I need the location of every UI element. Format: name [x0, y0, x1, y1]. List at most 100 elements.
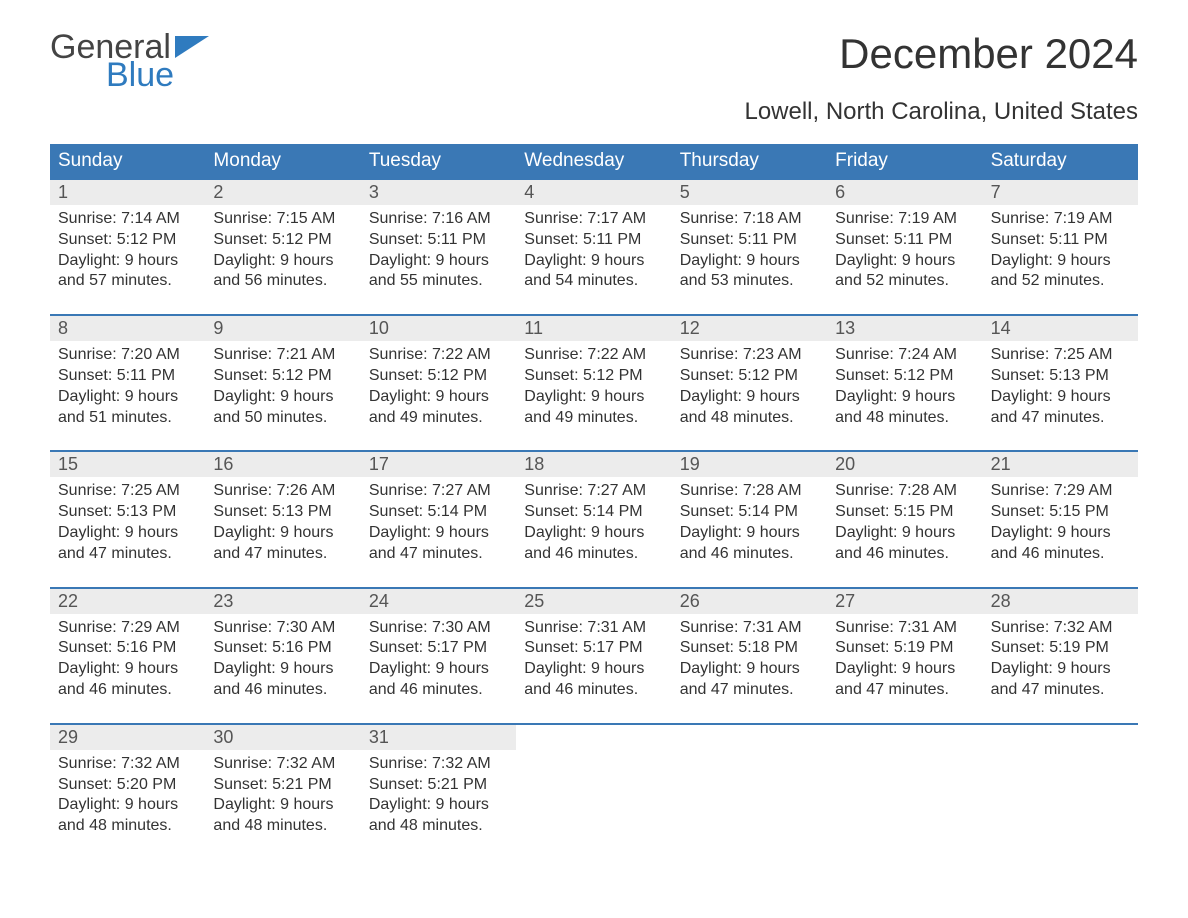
day-body: Sunrise: 7:16 AMSunset: 5:11 PMDaylight:…	[361, 209, 516, 292]
daylight-line1: Daylight: 9 hours	[680, 251, 819, 272]
day-number: 11	[516, 316, 671, 341]
sunset-line: Sunset: 5:11 PM	[369, 230, 508, 251]
daylight-line1: Daylight: 9 hours	[58, 795, 197, 816]
sunrise-line: Sunrise: 7:32 AM	[991, 618, 1130, 639]
daylight-line1: Daylight: 9 hours	[835, 387, 974, 408]
day-body: Sunrise: 7:18 AMSunset: 5:11 PMDaylight:…	[672, 209, 827, 292]
daylight-line1: Daylight: 9 hours	[213, 523, 352, 544]
calendar-cell: 31Sunrise: 7:32 AMSunset: 5:21 PMDayligh…	[361, 725, 516, 845]
daylight-line2: and 49 minutes.	[369, 408, 508, 429]
day-number: 4	[516, 180, 671, 205]
sunrise-line: Sunrise: 7:25 AM	[991, 345, 1130, 366]
sunset-line: Sunset: 5:12 PM	[524, 366, 663, 387]
day-number: 5	[672, 180, 827, 205]
calendar-cell: 26Sunrise: 7:31 AMSunset: 5:18 PMDayligh…	[672, 589, 827, 709]
daylight-line1: Daylight: 9 hours	[835, 523, 974, 544]
day-body: Sunrise: 7:30 AMSunset: 5:17 PMDaylight:…	[361, 618, 516, 701]
header-row: General Blue December 2024	[50, 30, 1138, 92]
sunset-line: Sunset: 5:13 PM	[991, 366, 1130, 387]
day-number: 20	[827, 452, 982, 477]
daylight-line1: Daylight: 9 hours	[524, 523, 663, 544]
day-number: 18	[516, 452, 671, 477]
day-number: 14	[983, 316, 1138, 341]
daylight-line2: and 55 minutes.	[369, 271, 508, 292]
day-body: Sunrise: 7:28 AMSunset: 5:14 PMDaylight:…	[672, 481, 827, 564]
sunset-line: Sunset: 5:12 PM	[680, 366, 819, 387]
daylight-line2: and 52 minutes.	[991, 271, 1130, 292]
daylight-line1: Daylight: 9 hours	[991, 659, 1130, 680]
sunset-line: Sunset: 5:14 PM	[369, 502, 508, 523]
calendar-cell: 9Sunrise: 7:21 AMSunset: 5:12 PMDaylight…	[205, 316, 360, 436]
daylight-line2: and 46 minutes.	[213, 680, 352, 701]
calendar-cell: 27Sunrise: 7:31 AMSunset: 5:19 PMDayligh…	[827, 589, 982, 709]
daylight-line2: and 56 minutes.	[213, 271, 352, 292]
page-title: December 2024	[839, 30, 1138, 78]
daylight-line2: and 48 minutes.	[680, 408, 819, 429]
sunset-line: Sunset: 5:13 PM	[58, 502, 197, 523]
day-body: Sunrise: 7:25 AMSunset: 5:13 PMDaylight:…	[983, 345, 1138, 428]
sunrise-line: Sunrise: 7:32 AM	[369, 754, 508, 775]
sunset-line: Sunset: 5:11 PM	[991, 230, 1130, 251]
calendar-header-row: Sunday Monday Tuesday Wednesday Thursday…	[50, 144, 1138, 178]
daylight-line2: and 46 minutes.	[835, 544, 974, 565]
day-body: Sunrise: 7:22 AMSunset: 5:12 PMDaylight:…	[516, 345, 671, 428]
sunset-line: Sunset: 5:21 PM	[369, 775, 508, 796]
day-number: 2	[205, 180, 360, 205]
sunrise-line: Sunrise: 7:27 AM	[369, 481, 508, 502]
day-number: 16	[205, 452, 360, 477]
day-body: Sunrise: 7:31 AMSunset: 5:17 PMDaylight:…	[516, 618, 671, 701]
sunrise-line: Sunrise: 7:17 AM	[524, 209, 663, 230]
daylight-line2: and 57 minutes.	[58, 271, 197, 292]
daylight-line1: Daylight: 9 hours	[680, 387, 819, 408]
calendar-cell: 2Sunrise: 7:15 AMSunset: 5:12 PMDaylight…	[205, 180, 360, 300]
sunrise-line: Sunrise: 7:32 AM	[213, 754, 352, 775]
daylight-line2: and 46 minutes.	[680, 544, 819, 565]
day-body: Sunrise: 7:14 AMSunset: 5:12 PMDaylight:…	[50, 209, 205, 292]
calendar-cell: 3Sunrise: 7:16 AMSunset: 5:11 PMDaylight…	[361, 180, 516, 300]
calendar: Sunday Monday Tuesday Wednesday Thursday…	[50, 144, 1138, 845]
daylight-line1: Daylight: 9 hours	[680, 659, 819, 680]
daylight-line2: and 54 minutes.	[524, 271, 663, 292]
day-number: 15	[50, 452, 205, 477]
day-body: Sunrise: 7:21 AMSunset: 5:12 PMDaylight:…	[205, 345, 360, 428]
day-body: Sunrise: 7:23 AMSunset: 5:12 PMDaylight:…	[672, 345, 827, 428]
day-number: 28	[983, 589, 1138, 614]
daylight-line1: Daylight: 9 hours	[213, 659, 352, 680]
day-number: 19	[672, 452, 827, 477]
sunrise-line: Sunrise: 7:30 AM	[369, 618, 508, 639]
daylight-line1: Daylight: 9 hours	[524, 387, 663, 408]
day-body: Sunrise: 7:31 AMSunset: 5:19 PMDaylight:…	[827, 618, 982, 701]
calendar-cell	[983, 725, 1138, 845]
sunset-line: Sunset: 5:19 PM	[991, 638, 1130, 659]
sunrise-line: Sunrise: 7:16 AM	[369, 209, 508, 230]
sunset-line: Sunset: 5:11 PM	[524, 230, 663, 251]
sunrise-line: Sunrise: 7:20 AM	[58, 345, 197, 366]
daylight-line2: and 47 minutes.	[213, 544, 352, 565]
calendar-week: 22 Sunrise: 7:29 AMSunset: 5:16 PM Dayligh…	[50, 587, 1138, 709]
daylight-line2: and 47 minutes.	[369, 544, 508, 565]
sunset-line: Sunset: 5:17 PM	[524, 638, 663, 659]
sunset-line: Sunset: 5:16 PM	[58, 638, 197, 659]
sunset-line: Sunset: 5:21 PM	[213, 775, 352, 796]
sunrise-line: Sunrise: 7:31 AM	[835, 618, 974, 639]
daylight-line1: Daylight: 9 hours	[524, 251, 663, 272]
calendar-cell: 19 Sunrise: 7:28 AMSunset: 5:14 PMDayligh…	[672, 452, 827, 572]
daylight-line1: Daylight: 9 hours	[58, 523, 197, 544]
calendar-cell: 12Sunrise: 7:23 AMSunset: 5:12 PMDayligh…	[672, 316, 827, 436]
logo-text-blue: Blue	[106, 58, 209, 92]
day-header-thursday: Thursday	[672, 144, 827, 178]
daylight-line1: Daylight: 9 hours	[369, 251, 508, 272]
daylight-line2: and 47 minutes.	[835, 680, 974, 701]
sunset-line: Sunset: 5:12 PM	[213, 230, 352, 251]
day-number: 30	[205, 725, 360, 750]
sunrise-line: Sunrise: 7:29 AM	[58, 618, 197, 639]
day-number: 21	[983, 452, 1138, 477]
sunset-line: Sunset: 5:14 PM	[680, 502, 819, 523]
daylight-line1: Daylight: 9 hours	[58, 251, 197, 272]
daylight-line2: and 51 minutes.	[58, 408, 197, 429]
daylight-line1: Daylight: 9 hours	[369, 795, 508, 816]
daylight-line2: and 49 minutes.	[524, 408, 663, 429]
day-number: 22	[50, 589, 205, 614]
calendar-cell: 28 Sunrise: 7:32 AMSunset: 5:19 PMDayligh…	[983, 589, 1138, 709]
day-body: Sunrise: 7:19 AMSunset: 5:11 PMDaylight:…	[827, 209, 982, 292]
